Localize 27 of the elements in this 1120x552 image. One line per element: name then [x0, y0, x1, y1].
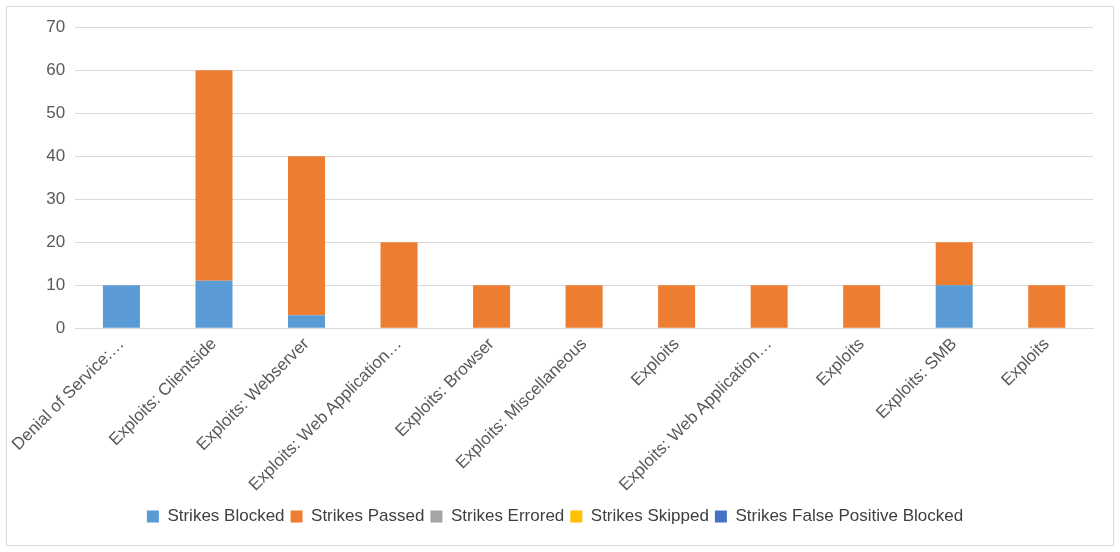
- bar: [843, 285, 881, 328]
- bar: [195, 70, 233, 281]
- y-tick-label: 40: [46, 145, 66, 165]
- y-tick-label: 70: [46, 16, 66, 36]
- bar: [935, 285, 973, 328]
- bar: [1028, 285, 1066, 328]
- legend-label: Strikes Errored: [450, 506, 565, 526]
- bar: [750, 285, 788, 328]
- bar: [473, 285, 511, 328]
- y-tick-label: 10: [46, 274, 66, 294]
- legend-label: Strikes Blocked: [167, 506, 285, 526]
- bar: [195, 280, 233, 328]
- bar: [380, 242, 418, 328]
- bar: [935, 242, 973, 286]
- y-tick-label: 50: [46, 102, 66, 122]
- y-tick-label: 60: [46, 59, 66, 79]
- bar: [288, 156, 326, 316]
- bar: [102, 285, 140, 328]
- legend-label: Strikes False Positive Blocked: [735, 506, 964, 526]
- y-tick-label: 30: [46, 188, 66, 208]
- y-tick-label: 0: [55, 317, 66, 337]
- bar: [658, 285, 696, 328]
- y-tick-label: 20: [46, 231, 66, 251]
- legend-label: Strikes Skipped: [590, 506, 709, 526]
- bar: [288, 315, 326, 328]
- bar: [565, 285, 603, 328]
- legend-label: Strikes Passed: [311, 506, 425, 526]
